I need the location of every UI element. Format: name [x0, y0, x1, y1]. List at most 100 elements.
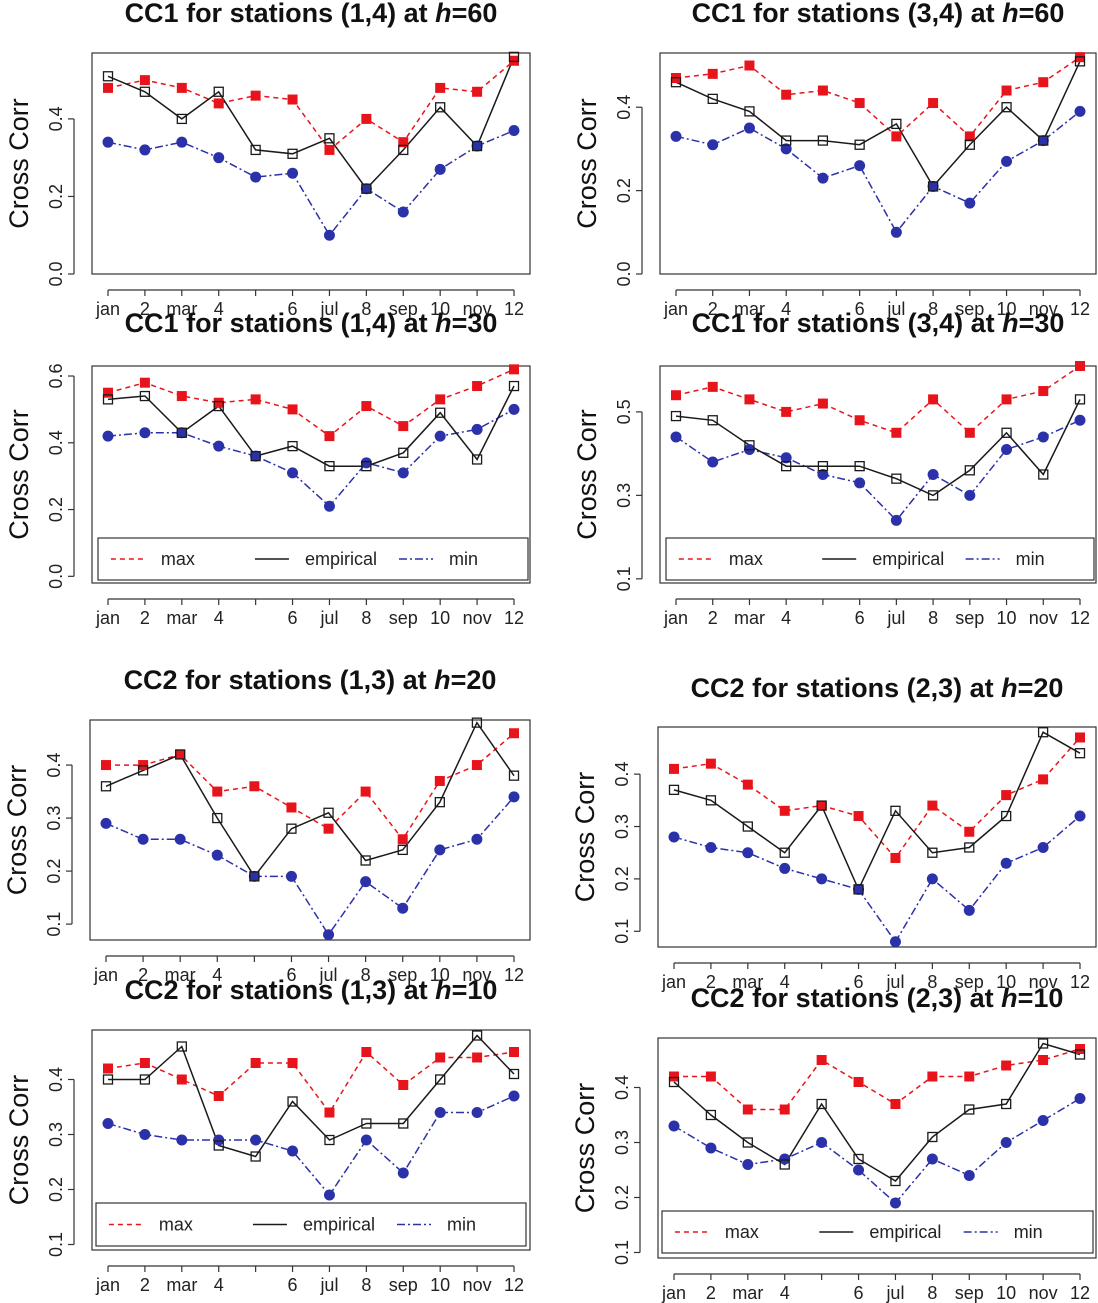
min-point — [471, 833, 483, 845]
empirical-point — [1074, 394, 1086, 405]
min-point — [1001, 155, 1013, 167]
empirical-point — [707, 93, 718, 105]
x-tick-label: jan — [663, 608, 688, 628]
min-point — [248, 870, 260, 882]
max-point — [779, 1104, 790, 1115]
empirical-point — [853, 1153, 864, 1165]
min-point — [397, 1167, 409, 1179]
max-point — [928, 98, 939, 109]
max-point — [781, 406, 792, 417]
min-point — [853, 883, 865, 895]
empirical-point — [816, 800, 827, 811]
max-point — [250, 90, 261, 101]
max-point — [964, 427, 975, 438]
series-max-line — [107, 368, 515, 438]
legend: max empirical min — [661, 1210, 1094, 1254]
empirical-point — [324, 1134, 335, 1146]
y-tick-label: 0.0 — [46, 564, 66, 589]
x-tick-label: 8 — [928, 608, 938, 628]
series-empirical-line — [675, 60, 1081, 188]
x-tick-label: 12 — [504, 608, 524, 628]
min-point — [963, 904, 975, 916]
empirical-point — [1001, 427, 1012, 438]
x-tick-label: jul — [885, 1283, 904, 1303]
min-point — [287, 167, 299, 179]
legend-box — [95, 1202, 527, 1247]
x-tick-label: 4 — [212, 965, 222, 985]
empirical-point — [435, 102, 446, 113]
x-tick-label: nov — [463, 299, 492, 319]
max-point — [1001, 1060, 1012, 1071]
max-point — [890, 1099, 901, 1109]
max-point — [324, 144, 335, 155]
max-point — [1038, 774, 1049, 785]
min-point — [323, 500, 335, 512]
empirical-point — [670, 77, 682, 88]
max-point — [472, 381, 483, 392]
legend-box — [97, 537, 529, 581]
x-tick-label: 6 — [855, 299, 865, 319]
min-point — [889, 936, 901, 948]
y-tick-label: 0.1 — [46, 1232, 66, 1257]
min-point — [779, 862, 791, 874]
x-tick-label: 12 — [504, 1275, 524, 1295]
legend-box — [665, 537, 1095, 581]
min-point — [176, 1134, 188, 1146]
series-min-line — [105, 796, 515, 937]
y-tick-label: 0.2 — [46, 184, 66, 209]
x-tick-label: 2 — [140, 1275, 150, 1295]
x-tick-label: mar — [166, 299, 197, 319]
min-point — [1001, 443, 1013, 455]
x-tick-label: 4 — [781, 608, 791, 628]
empirical-point — [707, 415, 718, 426]
x-tick-label: 6 — [854, 1283, 864, 1303]
plot-frame — [91, 365, 531, 584]
x-tick-label: 2 — [706, 972, 716, 992]
y-axis-label: Cross Corr — [570, 1083, 600, 1214]
min-point — [889, 1197, 901, 1209]
min-point — [1037, 431, 1049, 443]
max-point — [139, 75, 150, 86]
max-point — [139, 1058, 150, 1068]
min-point — [927, 180, 939, 192]
min-point — [817, 469, 829, 480]
min-point — [471, 1107, 483, 1118]
y-tick-label: 0.5 — [614, 399, 634, 424]
max-point — [434, 775, 445, 786]
min-point — [816, 1137, 828, 1148]
x-tick-label: 10 — [430, 299, 450, 319]
min-point — [434, 163, 446, 175]
empirical-point — [250, 450, 261, 462]
max-point — [250, 1058, 261, 1068]
empirical-point — [398, 447, 409, 458]
y-tick-label: 0.2 — [612, 866, 632, 891]
min-point — [853, 1164, 865, 1176]
empirical-point — [434, 797, 445, 808]
max-point — [891, 427, 902, 438]
x-tick-label: 10 — [430, 965, 450, 985]
min-point — [670, 130, 682, 142]
plot-frame — [659, 365, 1097, 584]
max-point — [472, 1052, 483, 1063]
min-point — [213, 440, 225, 452]
empirical-point — [102, 1074, 114, 1085]
empirical-point — [435, 1074, 446, 1085]
x-tick-label: 4 — [214, 299, 224, 319]
x-tick-label: 4 — [780, 972, 790, 992]
plot-frame — [657, 726, 1097, 948]
y-tick-label: 0.4 — [614, 95, 634, 120]
min-point — [285, 870, 297, 882]
series-empirical-line — [107, 385, 515, 467]
empirical-point — [1001, 1098, 1012, 1110]
empirical-point — [287, 440, 298, 452]
min-point — [964, 197, 976, 209]
x-tick-label: sep — [389, 608, 418, 628]
x-tick-label: 8 — [927, 972, 937, 992]
min-point — [927, 469, 939, 480]
empirical-point — [361, 183, 372, 194]
x-tick-label: jul — [886, 608, 905, 628]
legend: max empirical min — [97, 537, 529, 581]
min-point — [287, 467, 299, 479]
min-point — [1074, 105, 1086, 117]
max-point — [669, 763, 679, 774]
